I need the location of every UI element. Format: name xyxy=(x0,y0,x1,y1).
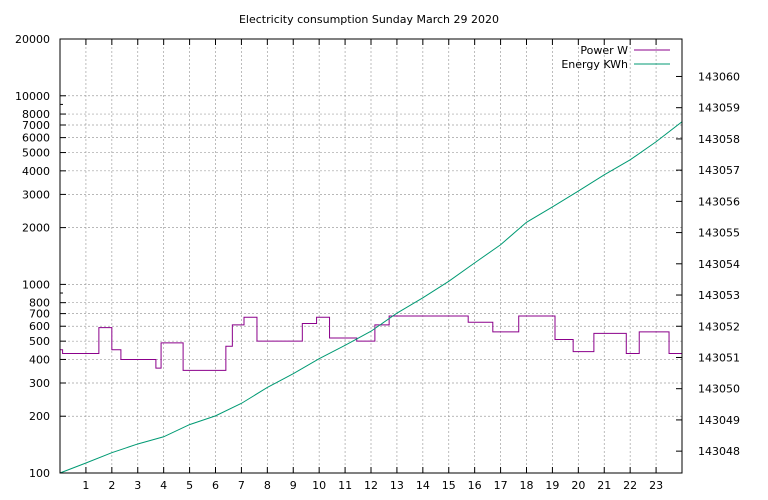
y-left-tick-label: 20000 xyxy=(15,33,50,46)
x-tick-label: 21 xyxy=(597,479,611,492)
y-right-tick-label: 143050 xyxy=(698,383,740,396)
x-tick-label: 17 xyxy=(494,479,508,492)
x-tick-label: 2 xyxy=(108,479,115,492)
y-left-tick-label: 8000 xyxy=(22,108,50,121)
x-tick-label: 5 xyxy=(186,479,193,492)
x-tick-label: 10 xyxy=(312,479,326,492)
x-tick-label: 7 xyxy=(238,479,245,492)
y-right-tick-label: 143056 xyxy=(698,195,740,208)
y-left-tick-label: 3000 xyxy=(22,188,50,201)
y-right-tick-label: 143053 xyxy=(698,289,740,302)
x-tick-label: 8 xyxy=(264,479,271,492)
x-tick-label: 1 xyxy=(82,479,89,492)
x-tick-label: 13 xyxy=(390,479,404,492)
y-left-tick-label: 1000 xyxy=(22,278,50,291)
legend: Power W Energy KWh xyxy=(561,44,670,71)
y-right-tick-label: 143048 xyxy=(698,445,740,458)
series-layer xyxy=(59,121,683,474)
y-left-tick-label: 10000 xyxy=(15,90,50,103)
y-left-tick-label: 300 xyxy=(29,377,50,390)
y-right-tick-label: 143052 xyxy=(698,320,740,333)
x-tick-label: 18 xyxy=(520,479,534,492)
x-tick-label: 16 xyxy=(468,479,482,492)
y-left-tick-label: 6000 xyxy=(22,132,50,145)
axes: 1 2 3 4 5 6 7 8 9 10 11 12 13 14 15 16 17 18 19 20 21 22 23100… xyxy=(15,33,740,492)
x-tick-label: 19 xyxy=(545,479,559,492)
y-right-tick-label: 143051 xyxy=(698,351,740,364)
y-left-tick-label: 5000 xyxy=(22,147,50,160)
x-tick-label: 23 xyxy=(649,479,663,492)
y-left-tick-label: 600 xyxy=(29,320,50,333)
series-line-energy xyxy=(59,121,683,474)
x-tick-label: 12 xyxy=(364,479,378,492)
y-left-tick-label: 400 xyxy=(29,353,50,366)
x-tick-label: 22 xyxy=(623,479,637,492)
y-left-tick-label: 2000 xyxy=(22,222,50,235)
x-tick-label: 4 xyxy=(160,479,167,492)
y-left-tick-label: 800 xyxy=(29,297,50,310)
y-right-tick-label: 143059 xyxy=(698,102,740,115)
y-right-tick-label: 143058 xyxy=(698,133,740,146)
grid xyxy=(60,38,682,474)
series-line-power xyxy=(60,315,682,371)
y-right-tick-label: 143055 xyxy=(698,227,740,240)
y-left-tick-label: 4000 xyxy=(22,165,50,178)
legend-label-energy: Energy KWh xyxy=(561,58,628,71)
y-right-tick-label: 143054 xyxy=(698,258,740,271)
legend-label-power: Power W xyxy=(580,44,628,57)
y-left-tick-label: 7000 xyxy=(22,119,50,132)
x-tick-label: 14 xyxy=(416,479,430,492)
y-right-tick-label: 143057 xyxy=(698,164,740,177)
x-tick-label: 15 xyxy=(442,479,456,492)
y-left-tick-label: 700 xyxy=(29,308,50,321)
y-left-tick-label: 200 xyxy=(29,410,50,423)
y-left-tick-label: 500 xyxy=(29,335,50,348)
x-tick-label: 9 xyxy=(290,479,297,492)
x-tick-label: 3 xyxy=(134,479,141,492)
chart-title: Electricity consumption Sunday March 29 … xyxy=(239,13,499,26)
x-tick-label: 20 xyxy=(571,479,585,492)
y-right-tick-label: 143049 xyxy=(698,414,740,427)
y-left-tick-label: 100 xyxy=(29,467,50,480)
y-right-tick-label: 143060 xyxy=(698,70,740,83)
x-tick-label: 6 xyxy=(212,479,219,492)
x-tick-label: 11 xyxy=(338,479,352,492)
